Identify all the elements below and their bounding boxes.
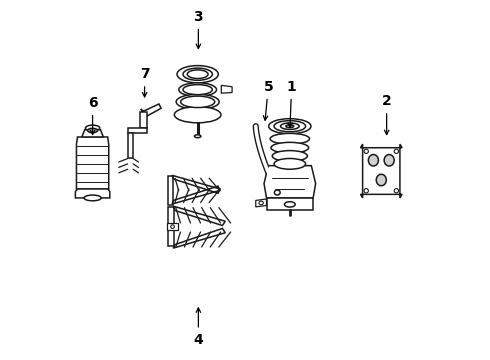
- Ellipse shape: [88, 129, 98, 133]
- Polygon shape: [75, 189, 110, 198]
- Text: 1: 1: [287, 80, 296, 127]
- Ellipse shape: [384, 154, 394, 166]
- Ellipse shape: [179, 83, 217, 96]
- Polygon shape: [167, 223, 178, 230]
- Ellipse shape: [364, 189, 368, 193]
- Text: 5: 5: [263, 80, 273, 120]
- Ellipse shape: [272, 150, 307, 161]
- Text: 4: 4: [194, 308, 203, 347]
- Polygon shape: [267, 198, 313, 211]
- Ellipse shape: [187, 70, 208, 78]
- Ellipse shape: [177, 66, 218, 83]
- Polygon shape: [221, 85, 232, 93]
- Ellipse shape: [259, 201, 263, 205]
- Ellipse shape: [394, 189, 398, 193]
- Polygon shape: [128, 128, 147, 134]
- Ellipse shape: [174, 107, 221, 123]
- Ellipse shape: [280, 123, 299, 130]
- Text: 6: 6: [88, 96, 98, 135]
- Ellipse shape: [183, 68, 212, 80]
- Ellipse shape: [271, 142, 309, 153]
- Polygon shape: [82, 130, 103, 137]
- Polygon shape: [140, 112, 147, 128]
- Ellipse shape: [176, 94, 219, 109]
- Ellipse shape: [285, 202, 295, 207]
- Ellipse shape: [84, 195, 101, 201]
- Polygon shape: [141, 104, 161, 116]
- Polygon shape: [361, 144, 402, 198]
- Ellipse shape: [376, 174, 386, 186]
- Ellipse shape: [286, 125, 294, 128]
- Ellipse shape: [270, 134, 310, 144]
- Text: 2: 2: [382, 94, 392, 135]
- Ellipse shape: [181, 96, 215, 108]
- Text: 3: 3: [194, 10, 203, 49]
- Polygon shape: [256, 199, 267, 207]
- Ellipse shape: [394, 149, 398, 153]
- Ellipse shape: [368, 154, 378, 166]
- Polygon shape: [168, 176, 173, 205]
- Ellipse shape: [85, 125, 100, 131]
- Ellipse shape: [274, 121, 306, 132]
- Ellipse shape: [195, 135, 201, 138]
- Polygon shape: [168, 207, 174, 246]
- Ellipse shape: [171, 225, 174, 228]
- Polygon shape: [76, 137, 109, 189]
- Ellipse shape: [274, 158, 306, 169]
- Ellipse shape: [269, 119, 311, 134]
- Polygon shape: [128, 134, 133, 158]
- Ellipse shape: [364, 149, 368, 153]
- Ellipse shape: [274, 190, 280, 195]
- Text: 7: 7: [140, 67, 149, 97]
- Polygon shape: [264, 166, 316, 198]
- Ellipse shape: [183, 85, 212, 95]
